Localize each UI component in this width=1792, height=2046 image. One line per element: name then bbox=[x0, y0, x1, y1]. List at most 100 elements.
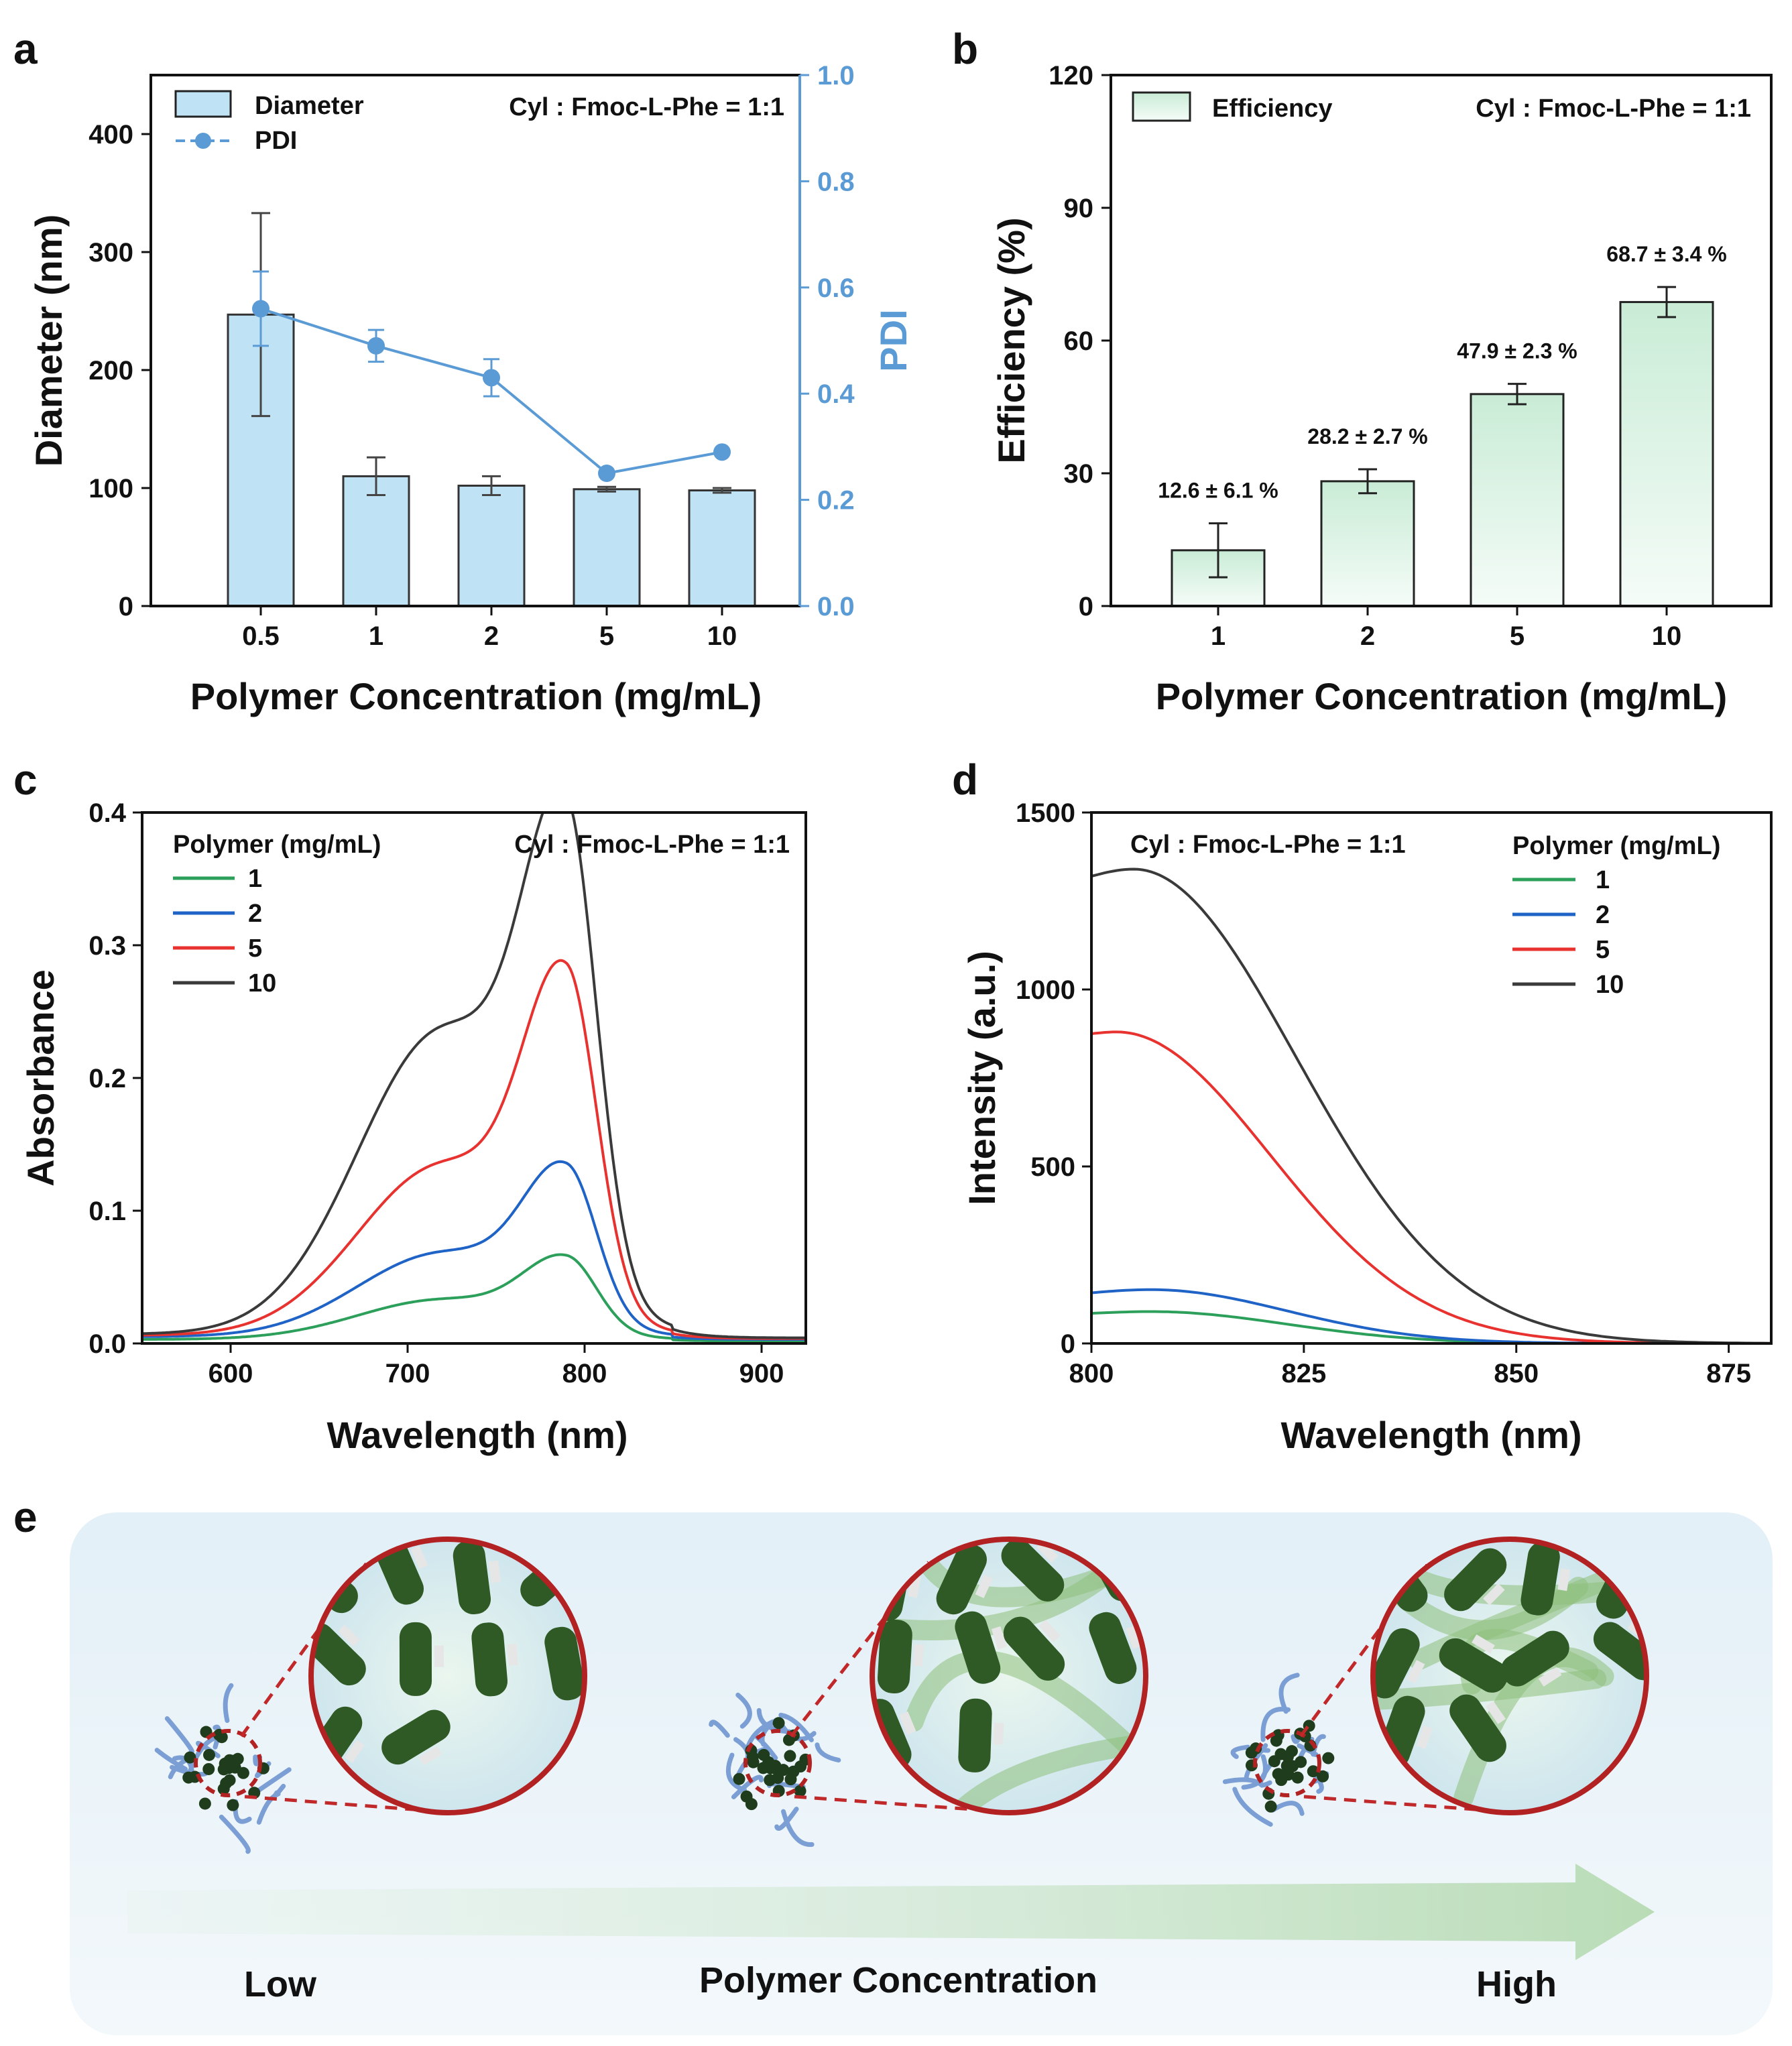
schematic-zooms bbox=[239, 1537, 1649, 1815]
a-x-tick-0.5: 0.5 bbox=[242, 621, 280, 651]
c-legend-title: Polymer (mg/mL) bbox=[173, 831, 381, 859]
zoom-connector-top-1 bbox=[239, 1561, 369, 1738]
b-y-tick-0: 0 bbox=[1079, 592, 1093, 621]
b-bar-10 bbox=[1619, 301, 1714, 607]
b-y-ticks: 0 30 60 90 120 bbox=[1049, 61, 1111, 621]
c-y-ticks: 0.0 0.1 0.2 0.3 0.4 bbox=[88, 798, 142, 1359]
panel-b-letter: b bbox=[952, 25, 978, 73]
b-x-title: Polymer Concentration (mg/mL) bbox=[1156, 675, 1728, 717]
a-x-tick-1: 1 bbox=[369, 621, 383, 651]
nanoparticle-cluster-1 bbox=[154, 1683, 292, 1854]
d-annotation: Cyl : Fmoc-L-Phe = 1:1 bbox=[1130, 831, 1406, 859]
panel-e-letter: e bbox=[13, 1493, 38, 1541]
b-bar-errors bbox=[1209, 286, 1676, 579]
c-lines bbox=[142, 813, 806, 1343]
zoom-connector-top-3 bbox=[1299, 1561, 1431, 1738]
a-bar-error-1 bbox=[367, 456, 385, 497]
d-y-tick-0: 0 bbox=[1061, 1329, 1075, 1359]
a-pdi-point-2 bbox=[483, 369, 500, 387]
d-line-10 bbox=[1091, 867, 1771, 1343]
zoom-connector-bottom-2 bbox=[794, 1795, 983, 1812]
concentration-arrow bbox=[127, 1864, 1655, 1960]
a-right-ticks: 0.0 0.2 0.4 0.6 0.8 1.0 bbox=[800, 61, 855, 621]
d-lines bbox=[1091, 867, 1771, 1343]
c-y-tick-0.0: 0.0 bbox=[88, 1329, 126, 1359]
a-pdi-series bbox=[252, 270, 731, 482]
nanoparticle-cluster-3 bbox=[1222, 1673, 1335, 1827]
panel-b: b 12.6 ± 6.1 % 28.2 ± 2.7 % 47.9 ± 2.3 % 68… bbox=[952, 25, 1773, 717]
c-legend-label-5: 5 bbox=[248, 935, 262, 963]
b-legend-swatch bbox=[1132, 91, 1191, 122]
panel-a-letter: a bbox=[13, 25, 38, 73]
c-legend: 1 2 5 10 bbox=[173, 865, 276, 998]
b-bar-error-2 bbox=[1358, 468, 1377, 495]
panel-d-letter: d bbox=[952, 756, 978, 804]
a-x-title: Polymer Concentration (mg/mL) bbox=[190, 675, 762, 717]
a-bar-error-2 bbox=[482, 475, 501, 497]
a-pdi-point-0.5 bbox=[252, 300, 270, 318]
low-label: Low bbox=[244, 1964, 317, 2004]
a-left-ticks: 0 100 200 300 400 bbox=[88, 120, 151, 621]
a-bar-error-5 bbox=[597, 485, 616, 493]
a-bar-10 bbox=[688, 489, 756, 607]
c-x-tick-600: 600 bbox=[208, 1359, 253, 1388]
c-x-tick-800: 800 bbox=[562, 1359, 607, 1388]
zoom-circle-2 bbox=[870, 1537, 1148, 1815]
b-x-tick-1: 1 bbox=[1211, 621, 1226, 651]
a-y-tick-100: 100 bbox=[88, 474, 133, 503]
b-y-title: Efficiency (%) bbox=[990, 217, 1032, 463]
b-x-tick-10: 10 bbox=[1652, 621, 1682, 651]
a-x-ticks: 0.5 1 2 5 10 bbox=[242, 606, 737, 651]
d-x-tick-850: 850 bbox=[1494, 1359, 1539, 1388]
a-y-tick-0: 0 bbox=[119, 592, 133, 621]
c-x-tick-900: 900 bbox=[739, 1359, 784, 1388]
panel-c-letter: c bbox=[13, 756, 38, 804]
concentration-label: Polymer Concentration bbox=[699, 1960, 1097, 2000]
zoom-connector-bottom-1 bbox=[244, 1795, 422, 1812]
c-x-ticks: 600 700 800 900 bbox=[208, 1343, 784, 1388]
c-y-tick-0.2: 0.2 bbox=[88, 1064, 126, 1093]
c-legend-label-1: 1 bbox=[248, 865, 262, 893]
a-x-tick-2: 2 bbox=[484, 621, 499, 651]
c-annotation: Cyl : Fmoc-L-Phe = 1:1 bbox=[514, 831, 790, 859]
d-plot-frame bbox=[1090, 811, 1773, 1345]
d-x-tick-875: 875 bbox=[1706, 1359, 1751, 1388]
d-y-tick-1500: 1500 bbox=[1016, 798, 1075, 828]
d-legend-title: Polymer (mg/mL) bbox=[1512, 832, 1720, 860]
b-x-tick-2: 2 bbox=[1360, 621, 1375, 651]
c-line-2 bbox=[142, 1160, 806, 1341]
a-legend-pdi-marker bbox=[195, 133, 211, 149]
c-legend-label-2: 2 bbox=[248, 900, 262, 928]
panel-d: d 0 500 1000 1500 800 825 850 875 Polymer (mg/… bbox=[952, 756, 1773, 1456]
d-line-1 bbox=[1091, 1310, 1771, 1343]
d-x-tick-800: 800 bbox=[1069, 1359, 1114, 1388]
a-y2-tick-0.8: 0.8 bbox=[817, 167, 855, 196]
a-y2-tick-0.6: 0.6 bbox=[817, 274, 855, 303]
panel-a: a 0 100 200 300 400 0.0 0.2 0.4 0.6 0.8 1.0 0.5 1 2… bbox=[13, 25, 914, 717]
a-y2-tick-0.4: 0.4 bbox=[817, 379, 855, 409]
d-y-tick-1000: 1000 bbox=[1016, 975, 1075, 1005]
b-legend-efficiency: Efficiency bbox=[1212, 95, 1333, 123]
d-legend: 1 2 5 10 bbox=[1512, 866, 1624, 999]
b-bar-error-10 bbox=[1657, 286, 1676, 318]
a-pdi-point-1 bbox=[367, 337, 385, 355]
a-y-title: Diameter (nm) bbox=[27, 215, 70, 467]
b-y-tick-60: 60 bbox=[1064, 326, 1094, 356]
panel-c: c 0.0 0.1 0.2 0.3 0.4 600 700 800 900 Polymer (… bbox=[13, 756, 807, 1456]
a-bar-errors bbox=[251, 212, 731, 497]
c-y-title: Absorbance bbox=[19, 969, 62, 1187]
c-legend-label-10: 10 bbox=[248, 969, 276, 998]
d-y-title: Intensity (a.u.) bbox=[961, 951, 1003, 1205]
high-label: High bbox=[1476, 1964, 1557, 2004]
a-y-tick-200: 200 bbox=[88, 356, 133, 385]
a-legend-pdi: PDI bbox=[255, 127, 297, 155]
c-line-5 bbox=[142, 959, 806, 1340]
d-line-2 bbox=[1091, 1288, 1771, 1343]
d-y-ticks: 0 500 1000 1500 bbox=[1016, 798, 1091, 1359]
d-legend-label-10: 10 bbox=[1596, 971, 1624, 999]
b-value-labels: 12.6 ± 6.1 % 28.2 ± 2.7 % 47.9 ± 2.3 % 68.7… bbox=[1158, 242, 1726, 502]
b-y-tick-30: 30 bbox=[1064, 459, 1094, 489]
d-x-title: Wavelength (nm) bbox=[1280, 1414, 1581, 1456]
c-x-title: Wavelength (nm) bbox=[326, 1414, 628, 1456]
